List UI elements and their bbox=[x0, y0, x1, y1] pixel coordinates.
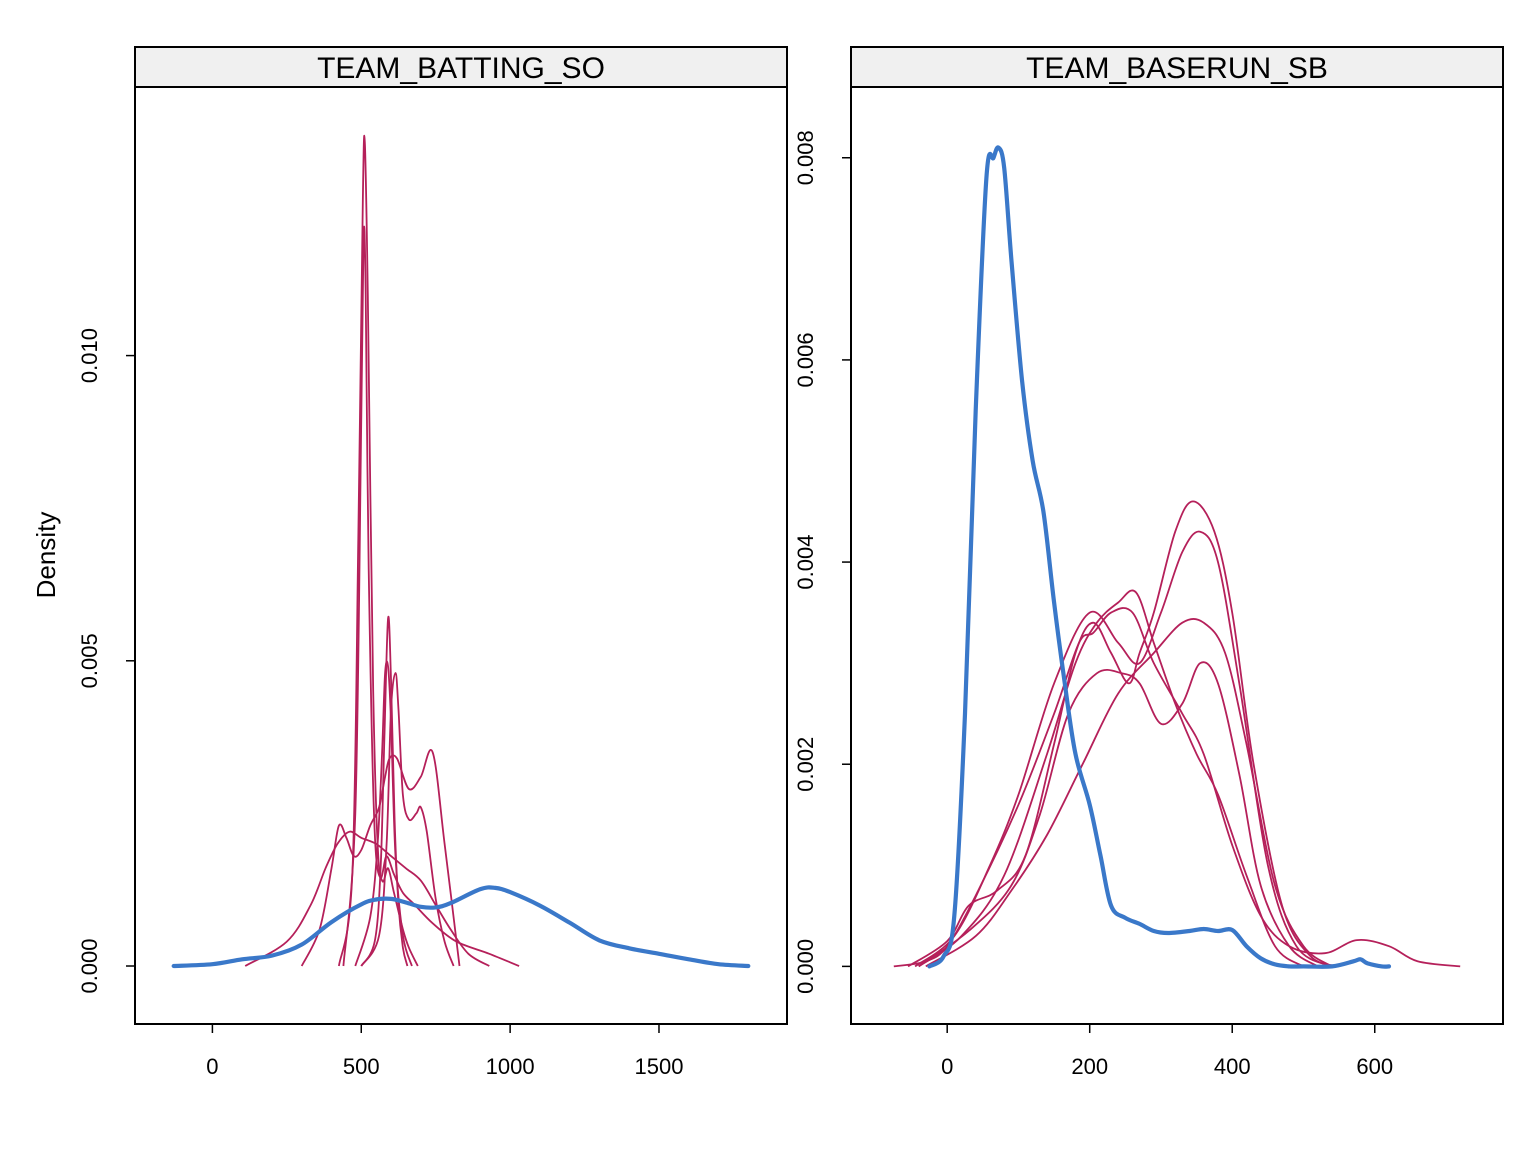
y-tick-label: 0.005 bbox=[77, 633, 102, 688]
y-axis-label: Density bbox=[31, 512, 61, 599]
x-tick-label: 200 bbox=[1071, 1054, 1108, 1079]
x-tick-label: 400 bbox=[1214, 1054, 1251, 1079]
y-tick-label: 0.000 bbox=[77, 938, 102, 993]
y-tick-label: 0.010 bbox=[77, 328, 102, 383]
imputed-density-line bbox=[918, 589, 1305, 968]
x-tick-label: 1500 bbox=[635, 1054, 684, 1079]
x-tick-label: 0 bbox=[206, 1054, 218, 1079]
strip-background bbox=[850, 46, 1504, 88]
observed-density-line bbox=[927, 145, 1392, 969]
x-tick-label: 500 bbox=[343, 1054, 380, 1079]
y-tick-label: 0.006 bbox=[793, 332, 818, 387]
plot-frame bbox=[850, 86, 1504, 1025]
y-tick-label: 0.000 bbox=[793, 939, 818, 994]
observed-density-line bbox=[171, 885, 751, 969]
imputed-density-line bbox=[925, 618, 1333, 968]
panel-title: TEAM_BASERUN_SB bbox=[1026, 52, 1328, 85]
imputed-density-line bbox=[354, 660, 413, 967]
strip-background bbox=[134, 46, 788, 88]
x-tick-label: 600 bbox=[1356, 1054, 1393, 1079]
imputed-density-line bbox=[360, 615, 409, 967]
x-tick-label: 0 bbox=[941, 1054, 953, 1079]
plot-frame bbox=[134, 86, 788, 1025]
y-tick-label: 0.008 bbox=[793, 130, 818, 185]
imputed-density-line bbox=[918, 661, 1319, 968]
y-tick-label: 0.002 bbox=[793, 737, 818, 792]
imputed-density-line bbox=[244, 830, 490, 967]
panel-team-batting-so: TEAM_BATTING_SO 0 500 1000 1500 0.000 0.005 0.… bbox=[77, 46, 788, 1079]
imputed-density-line bbox=[907, 500, 1340, 968]
x-tick-label: 1000 bbox=[486, 1054, 535, 1079]
imputed-density-line bbox=[893, 607, 1461, 968]
panel-team-baserun-sb: TEAM_BASERUN_SB 0 200 400 600 0.000 0.002 0.00… bbox=[793, 46, 1504, 1079]
imputed-density-line bbox=[360, 672, 455, 967]
imputed-density-line bbox=[338, 135, 520, 967]
y-tick-label: 0.004 bbox=[793, 535, 818, 590]
panel-title: TEAM_BATTING_SO bbox=[317, 52, 605, 85]
